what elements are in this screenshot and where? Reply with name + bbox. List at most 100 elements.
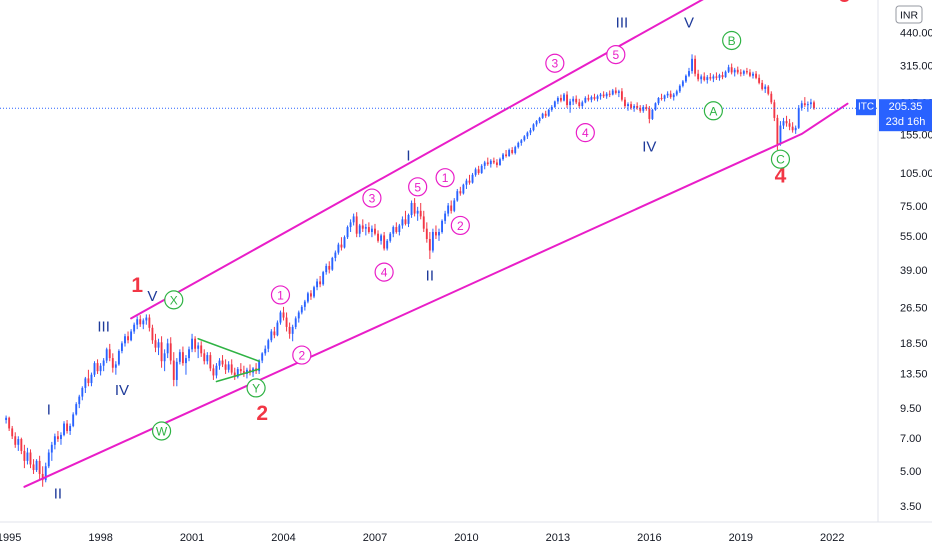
candle bbox=[157, 338, 160, 356]
candle bbox=[267, 338, 270, 353]
intermediate-wave-label[interactable]: V bbox=[684, 15, 694, 32]
symbol-label: ITC bbox=[858, 102, 874, 113]
candle bbox=[310, 290, 312, 300]
triangle-lower-line[interactable] bbox=[215, 368, 260, 383]
candle-body bbox=[63, 423, 65, 435]
wave-label-text: 4 bbox=[582, 126, 589, 140]
candle bbox=[764, 84, 767, 93]
candle bbox=[136, 316, 139, 330]
candle bbox=[178, 349, 181, 365]
candle bbox=[401, 216, 404, 229]
intermediate-wave-label[interactable]: II bbox=[426, 268, 434, 285]
candle bbox=[651, 108, 654, 121]
primary-wave-label[interactable]: 3 bbox=[686, 0, 698, 2]
candle-body bbox=[794, 127, 797, 131]
minor-wave-label[interactable]: 1 bbox=[435, 168, 455, 188]
candle-body bbox=[474, 169, 477, 175]
candle bbox=[559, 94, 562, 103]
candle bbox=[538, 116, 541, 124]
candles-layer bbox=[5, 54, 815, 487]
minor-wave-label[interactable]: 2 bbox=[292, 345, 312, 365]
candle bbox=[14, 432, 17, 448]
candle bbox=[130, 329, 133, 342]
time-tick-label: 1998 bbox=[88, 532, 112, 544]
channel-lower-line[interactable] bbox=[23, 102, 849, 488]
currency-badge[interactable]: INR bbox=[895, 5, 923, 24]
candle-body bbox=[511, 149, 514, 153]
candle bbox=[66, 420, 69, 434]
candle bbox=[8, 416, 11, 431]
triangle-upper-line[interactable] bbox=[197, 337, 260, 362]
candle-body bbox=[486, 162, 489, 165]
candle bbox=[90, 372, 93, 387]
candle-body bbox=[617, 91, 620, 93]
minor-wave-label[interactable]: 3 bbox=[545, 53, 565, 73]
candle-body bbox=[218, 360, 221, 366]
candle bbox=[206, 352, 209, 365]
primary-wave-label[interactable]: 1 bbox=[131, 274, 143, 297]
candle-body bbox=[660, 97, 663, 99]
intermediate-wave-label[interactable]: I bbox=[47, 402, 51, 419]
intermediate-wave-label[interactable]: II bbox=[54, 485, 62, 502]
minor-wave-label[interactable]: W bbox=[151, 421, 172, 441]
candle-body bbox=[742, 71, 745, 74]
intermediate-wave-label[interactable]: V bbox=[147, 288, 157, 305]
minor-wave-label[interactable]: 1 bbox=[270, 285, 291, 305]
candle-body bbox=[806, 104, 809, 106]
wave-label-text: X bbox=[170, 293, 178, 307]
candle bbox=[630, 101, 633, 110]
time-tick-label: 2016 bbox=[637, 532, 661, 544]
candle bbox=[733, 67, 736, 77]
candle-body bbox=[782, 121, 785, 126]
time-tick-label: 2007 bbox=[363, 532, 387, 544]
candle-body bbox=[715, 76, 718, 78]
minor-wave-label[interactable]: 5 bbox=[408, 177, 428, 197]
wave-label-text: 1 bbox=[442, 171, 449, 185]
candle bbox=[800, 100, 803, 111]
primary-wave-label[interactable]: 2 bbox=[256, 402, 268, 425]
candle-body bbox=[148, 317, 151, 328]
intermediate-wave-label[interactable]: III bbox=[616, 15, 629, 32]
candle bbox=[422, 210, 425, 232]
candle-body bbox=[5, 417, 8, 421]
minor-wave-label[interactable]: Y bbox=[246, 378, 266, 398]
intermediate-wave-label[interactable]: IV bbox=[115, 382, 129, 399]
candle-body bbox=[630, 104, 633, 108]
time-axis[interactable]: 1995 1998 2001 2004 2007 2010 2013 2016 2019 2022 bbox=[0, 532, 845, 544]
candle bbox=[389, 231, 392, 243]
price-tick-label: 26.50 bbox=[900, 303, 928, 315]
candle bbox=[154, 333, 157, 353]
candle-body bbox=[90, 374, 93, 384]
candle-body bbox=[398, 225, 401, 232]
candle-body bbox=[191, 338, 194, 350]
candle-body bbox=[197, 345, 200, 349]
candle bbox=[691, 54, 693, 74]
primary-wave-label[interactable]: 4 bbox=[775, 164, 787, 187]
candle-body bbox=[401, 219, 404, 226]
minor-wave-label[interactable]: 2 bbox=[450, 215, 470, 236]
candle bbox=[773, 99, 776, 122]
minor-wave-label[interactable]: 3 bbox=[362, 188, 382, 208]
candle bbox=[261, 352, 264, 364]
intermediate-wave-label[interactable]: III bbox=[97, 318, 110, 335]
price-axis[interactable]: 440.00315.00215.00155.00105.0075.0055.00… bbox=[900, 28, 932, 513]
candle-body bbox=[75, 404, 78, 415]
primary-wave-label[interactable]: 5 bbox=[839, 0, 851, 7]
candle-body bbox=[813, 102, 815, 109]
intermediate-wave-label[interactable]: IV bbox=[642, 139, 656, 156]
candle bbox=[584, 96, 587, 104]
candle bbox=[495, 159, 498, 168]
minor-wave-label[interactable]: A bbox=[703, 101, 723, 121]
minor-wave-label[interactable]: 4 bbox=[374, 262, 394, 282]
minor-wave-label[interactable]: 5 bbox=[606, 44, 626, 65]
intermediate-wave-label[interactable]: I bbox=[406, 148, 410, 165]
minor-wave-label[interactable]: B bbox=[722, 30, 742, 51]
candle-body bbox=[505, 154, 508, 157]
wave-label-circle bbox=[246, 378, 266, 398]
candle bbox=[197, 342, 200, 359]
minor-wave-label[interactable]: 4 bbox=[575, 123, 595, 143]
minor-wave-label[interactable]: C bbox=[770, 149, 791, 169]
candle bbox=[624, 97, 626, 108]
candle-body bbox=[471, 174, 474, 183]
minor-wave-label[interactable]: X bbox=[164, 290, 184, 310]
